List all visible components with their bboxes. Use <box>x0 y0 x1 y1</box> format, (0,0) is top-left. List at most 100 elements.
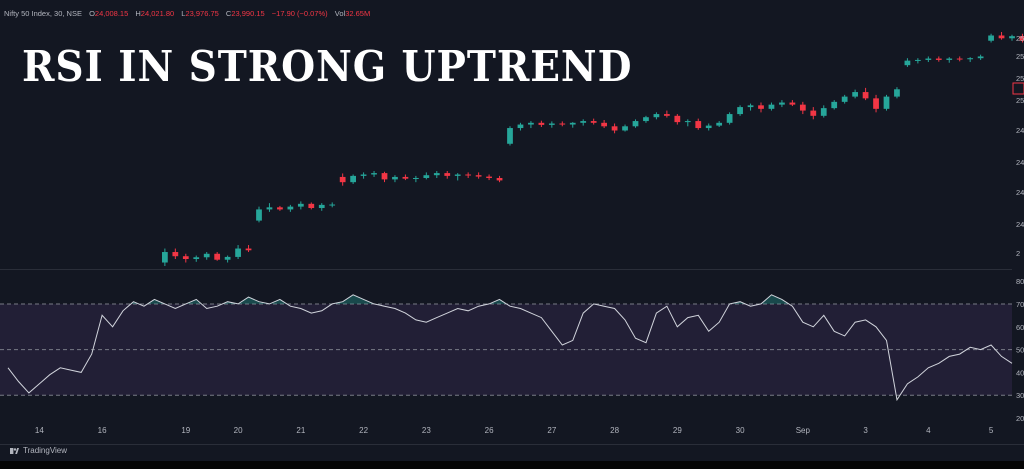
candle-body <box>496 177 503 181</box>
volume-value: 32.65M <box>345 9 371 18</box>
close-label: C <box>225 9 232 18</box>
time-tick-label: 14 <box>35 426 44 435</box>
low-label: L <box>181 9 186 18</box>
candle-body <box>580 121 587 123</box>
rsi-tick-label: 80 <box>1016 277 1024 286</box>
candle-body <box>632 121 639 127</box>
candle-body <box>674 115 681 123</box>
candle-body <box>381 173 388 180</box>
price-tick-label: 24 <box>1016 158 1024 167</box>
volume-label: Vol <box>334 9 346 18</box>
price-tick-label: 2 <box>1016 249 1020 258</box>
candle-body <box>444 173 451 176</box>
candle-body <box>245 248 252 251</box>
tradingview-brand[interactable]: TradingView <box>23 446 68 455</box>
tradingview-logo-icon[interactable] <box>10 448 19 454</box>
candle-body <box>517 124 524 129</box>
candle-body <box>653 114 660 118</box>
symbol-name[interactable]: Nifty 50 Index, 30, NSE <box>4 9 82 18</box>
candle-body <box>768 104 775 109</box>
candle-body <box>862 92 869 99</box>
candle-body <box>935 58 942 60</box>
high-value: 24,021.80 <box>140 9 175 18</box>
candle-body <box>977 56 984 59</box>
rsi-tick-label: 40 <box>1016 368 1024 377</box>
candle-body <box>956 58 963 60</box>
rsi-tick-label: 60 <box>1016 323 1024 332</box>
time-tick-label: 5 <box>989 426 994 435</box>
time-tick-label: 23 <box>422 426 431 435</box>
candle-body <box>559 123 566 125</box>
headline-overlay: RSI IN STRONG UPTREND <box>22 42 633 91</box>
candle-body <box>203 253 210 258</box>
candle-body <box>329 204 336 206</box>
candle-body <box>297 203 304 207</box>
candle-body <box>852 92 859 97</box>
rsi-tick-label: 70 <box>1016 300 1024 309</box>
candle-body <box>873 98 879 109</box>
candle-body <box>538 122 545 125</box>
candle-body <box>548 123 555 125</box>
candle-body <box>277 207 283 210</box>
candle-body <box>747 105 754 108</box>
price-tick-label: 25 <box>1016 96 1024 105</box>
open-label: O <box>89 9 95 18</box>
time-tick-label: 20 <box>234 426 243 435</box>
candle-body <box>831 101 838 109</box>
candle-body <box>569 122 576 125</box>
candle-body <box>507 128 513 144</box>
rsi-line <box>7 294 1013 402</box>
time-tick-label: 29 <box>673 426 682 435</box>
bottom-strip <box>0 461 1024 469</box>
candle-body <box>402 176 409 179</box>
price-tick-label: 24 <box>1016 220 1024 229</box>
candle-body <box>789 102 796 105</box>
candle-body <box>695 121 702 129</box>
candle-body <box>883 96 890 109</box>
change-value: −17.90 (−0.07%) <box>271 9 328 18</box>
candle-body <box>737 107 743 115</box>
candle-body <box>486 176 492 178</box>
candle-body <box>611 126 618 131</box>
price-axis[interactable]: 25 25 25 25 24 24 24 24 2 <box>1016 34 1024 258</box>
price-candles <box>161 32 1024 266</box>
price-tick-label: 25 <box>1016 34 1024 43</box>
candle-body <box>465 174 472 176</box>
rsi-overbought-fill <box>130 294 789 304</box>
symbol-legend[interactable]: Nifty 50 Index, 30, NSE O24,008.15 H24,0… <box>4 9 370 18</box>
candle-body <box>998 35 1005 39</box>
candle-body <box>684 121 691 123</box>
candle-body <box>182 256 189 260</box>
candle-body <box>371 173 377 175</box>
rsi-axis[interactable]: 80 70 60 50 40 30 20 <box>1016 277 1024 423</box>
candle-body <box>914 59 921 61</box>
candle-body <box>988 35 994 41</box>
time-tick-label: Sep <box>796 426 811 435</box>
candle-body <box>1019 36 1024 41</box>
rsi-tick-label: 50 <box>1016 346 1024 355</box>
candle-body <box>894 89 900 97</box>
close-value: 23,990.15 <box>231 9 265 18</box>
candle-body <box>266 207 273 210</box>
candle-body <box>810 110 817 116</box>
candle-body <box>643 117 649 122</box>
time-tick-label: 28 <box>610 426 619 435</box>
candle-body <box>967 58 974 60</box>
time-tick-label: 21 <box>296 426 305 435</box>
rsi-tick-label: 20 <box>1016 414 1024 423</box>
open-value: 24,008.15 <box>94 9 129 18</box>
candle-body <box>475 175 482 177</box>
candle-body <box>235 248 241 257</box>
candle-body <box>433 173 440 176</box>
candle-body <box>528 122 534 125</box>
time-tick-label: 22 <box>359 426 368 435</box>
candle-body <box>758 105 764 109</box>
time-axis[interactable]: 14 16 19 20 21 22 23 26 27 28 29 30 Sep 3 4 5 <box>35 426 994 435</box>
candle-body <box>841 96 848 102</box>
candle-body <box>820 108 827 116</box>
candle-body <box>925 58 932 60</box>
candle-body <box>161 252 168 263</box>
low-value: 23,976.75 <box>185 9 219 18</box>
